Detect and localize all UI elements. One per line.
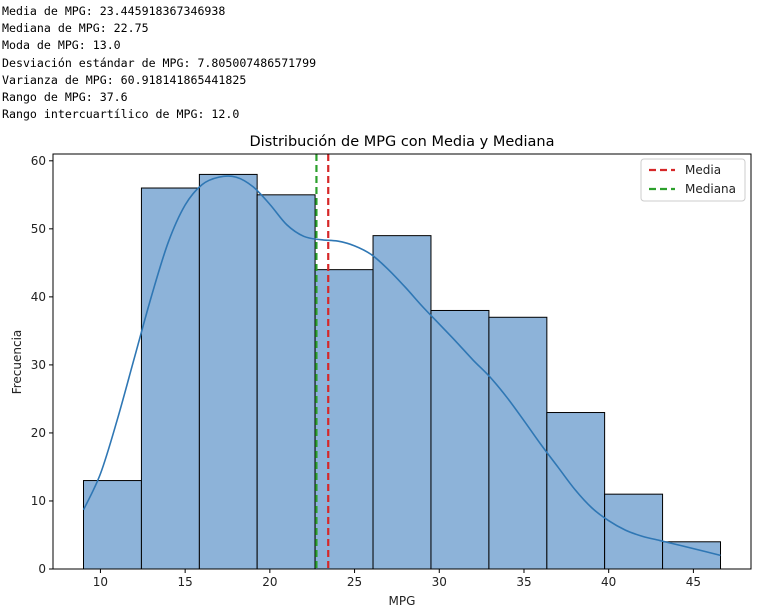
stats-line: Media de MPG: 23.445918367346938 [2, 4, 226, 18]
histogram-bar [662, 541, 722, 570]
histogram-bar [488, 316, 548, 570]
x-tick-label: 15 [178, 575, 193, 589]
x-tick-label: 45 [686, 575, 701, 589]
plot-frame [52, 153, 752, 570]
chart-title: Distribución de MPG con Media y Mediana [250, 134, 555, 150]
stats-line: Rango de MPG: 37.6 [2, 90, 128, 105]
legend-label: Mediana [685, 182, 736, 196]
histogram-bar [372, 235, 432, 570]
x-axis-ticks: 10 15 20 25 30 35 40 45 [93, 569, 701, 589]
y-tick-label: 30 [31, 358, 46, 372]
kde-curve [82, 175, 721, 557]
y-axis-ticks: 0 10 20 30 40 50 60 [31, 154, 53, 576]
x-tick-label: 20 [262, 575, 277, 589]
legend: Media Mediana [640, 158, 746, 202]
x-tick-label: 25 [347, 575, 362, 589]
y-tick-label: 20 [31, 426, 46, 440]
kde-group [82, 175, 721, 557]
histogram-bar [256, 194, 316, 570]
histogram-bar [198, 173, 258, 570]
stats-line: Rango intercuartílico de MPG: 12.0 [2, 107, 240, 122]
x-tick-label: 40 [601, 575, 616, 589]
x-tick-label: 35 [516, 575, 531, 589]
histogram-bar [82, 480, 142, 570]
bars-group [82, 173, 722, 570]
x-tick-label: 10 [93, 575, 108, 589]
y-axis-label: Frecuencia [10, 330, 24, 395]
x-axis-label: MPG [389, 594, 416, 608]
histogram-bar [314, 269, 374, 570]
histogram-bar [140, 187, 200, 570]
stats-line: Varianza de MPG: 60.918141865441825 [2, 72, 247, 87]
histogram-bar [604, 493, 664, 570]
x-tick-label: 30 [432, 575, 447, 589]
stats-line: Moda de MPG: 13.0 [2, 38, 121, 53]
reference-lines [315, 154, 330, 569]
histogram-bar [430, 309, 490, 570]
stats-line: Mediana de MPG: 22.75 [2, 21, 149, 36]
y-tick-label: 0 [38, 562, 46, 576]
legend-label: Media [685, 163, 721, 177]
stats-line: Desviación estándar de MPG: 7.8050074865… [2, 55, 317, 70]
y-tick-label: 10 [31, 494, 46, 508]
y-tick-label: 60 [31, 154, 46, 168]
stats-output: Media de MPG: 23.445918367346938 Mediana … [2, 3, 316, 123]
y-tick-label: 50 [31, 222, 46, 236]
y-tick-label: 40 [31, 290, 46, 304]
